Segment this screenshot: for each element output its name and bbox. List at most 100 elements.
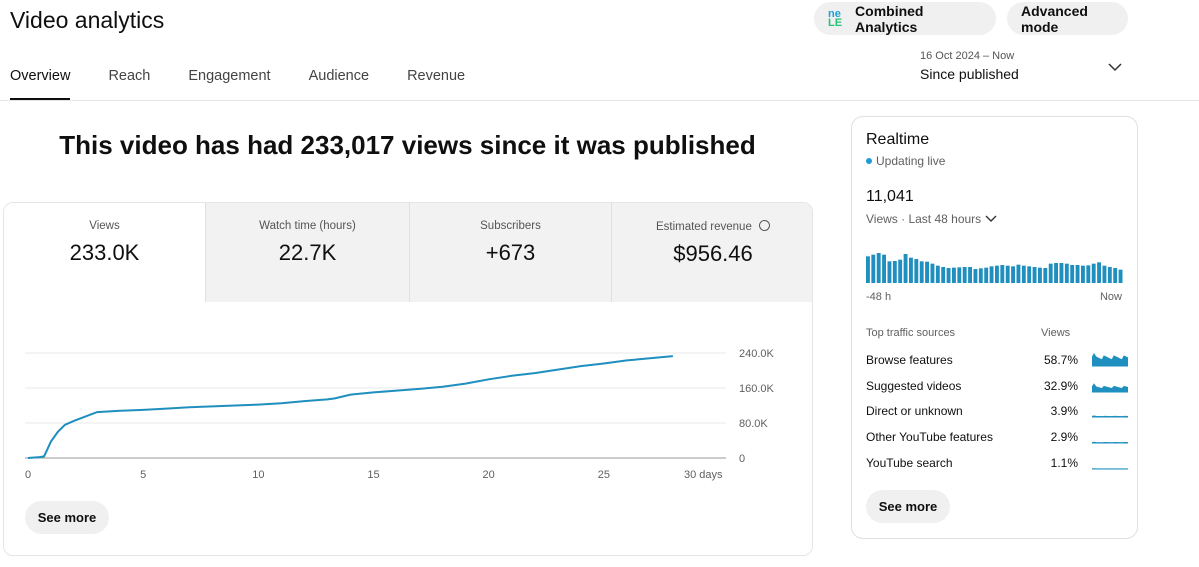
y-tick-label: 0 (739, 453, 745, 465)
metric-estimated-revenue[interactable]: Estimated revenue $956.46 (612, 203, 812, 302)
combined-analytics-button[interactable]: ne LE Combined Analytics (814, 2, 996, 35)
traffic-pct: 58.7% (1043, 353, 1078, 367)
live-status: Updating live (866, 154, 945, 168)
x-tick-label: 5 (140, 469, 146, 481)
traffic-sparkline (1092, 441, 1128, 444)
traffic-title: Top traffic sources (866, 327, 956, 339)
realtime-bar-chart (866, 253, 1123, 283)
views-line-chart: 0 80.0K 160.0K 240.0K 0 5 10 15 20 25 30 days (25, 348, 775, 481)
traffic-row: Direct or unknown 3.9% (866, 404, 1128, 420)
realtime-bar (866, 256, 870, 283)
realtime-bar (930, 263, 935, 283)
realtime-see-more-button[interactable]: See more (866, 490, 950, 523)
period-label: Since published (920, 66, 1019, 82)
y-tick-label: 80.0K (739, 418, 768, 430)
realtime-card: Realtime Updating live 11,041 Views · La… (851, 116, 1138, 539)
metric-label: Views (89, 220, 120, 232)
tab-revenue[interactable]: Revenue (407, 68, 466, 84)
realtime-bar (1086, 265, 1091, 283)
metric-label: Estimated revenue (655, 221, 752, 233)
traffic-sparkline (1092, 353, 1128, 367)
realtime-bar (962, 267, 967, 283)
realtime-bar (903, 254, 908, 283)
realtime-bar (1027, 266, 1032, 283)
metric-views[interactable]: Views 233.0K (4, 203, 206, 302)
date-range: 16 Oct 2024 – Now (920, 50, 1015, 62)
realtime-bar (989, 266, 994, 283)
realtime-bar (957, 267, 962, 283)
divider (0, 100, 1199, 101)
tab-engagement[interactable]: Engagement (188, 68, 271, 84)
realtime-bar (1054, 263, 1058, 283)
realtime-bar (1011, 266, 1015, 283)
realtime-bar (1107, 267, 1112, 283)
realtime-bar (898, 259, 903, 283)
realtime-bar (978, 268, 983, 283)
chevron-down-icon (1108, 63, 1122, 72)
realtime-bar (1075, 265, 1080, 283)
traffic-row: Other YouTube features 2.9% (866, 430, 1128, 446)
traffic-row: YouTube search 1.1% (866, 456, 1128, 472)
realtime-period-dropdown[interactable]: Views · Last 48 hours (866, 212, 997, 226)
realtime-bar (1038, 267, 1042, 283)
metric-value: 233.0K (69, 240, 140, 265)
realtime-bar (1118, 269, 1123, 283)
realtime-bar (887, 261, 892, 283)
date-range-selector[interactable]: 16 Oct 2024 – Now Since published (920, 50, 1130, 90)
traffic-source: Direct or unknown (866, 404, 963, 419)
realtime-bar (1032, 267, 1037, 283)
realtime-bar (925, 261, 929, 283)
realtime-bar (935, 265, 940, 283)
realtime-bar (941, 267, 946, 283)
realtime-bar (909, 257, 913, 283)
traffic-source: Browse features (866, 353, 953, 367)
realtime-bar (1113, 268, 1118, 283)
tab-overview[interactable]: Overview (10, 68, 71, 100)
traffic-sparkline (1092, 382, 1128, 393)
realtime-bar (876, 253, 881, 283)
traffic-pct: 3.9% (1050, 404, 1078, 419)
headline: This video has had 233,017 views since i… (59, 130, 756, 160)
metric-subscribers[interactable]: Subscribers +673 (410, 203, 612, 302)
realtime-title: Realtime (866, 131, 930, 148)
info-clock-icon[interactable] (759, 220, 771, 231)
tab-reach[interactable]: Reach (108, 68, 151, 84)
x-tick-label: 10 (252, 469, 264, 481)
y-tick-label: 240.0K (739, 348, 775, 360)
realtime-bar (1005, 265, 1010, 283)
tab-bar: Overview Reach Engagement Audience Reven… (10, 68, 503, 100)
metric-label: Watch time (hours) (259, 220, 356, 232)
chevron-down-icon (985, 215, 997, 222)
realtime-bar (995, 265, 999, 283)
traffic-pct: 32.9% (1043, 378, 1078, 393)
overview-card: Views 233.0K Watch time (hours) 22.7K Subs… (3, 202, 813, 556)
realtime-bar (1048, 263, 1053, 283)
realtime-bar (1091, 263, 1096, 283)
see-more-button[interactable]: See more (25, 501, 109, 534)
traffic-sparkline (1092, 415, 1128, 418)
metric-label: Subscribers (480, 220, 541, 232)
advanced-mode-button[interactable]: Advanced mode (1007, 2, 1128, 35)
realtime-bar (1081, 265, 1085, 283)
metric-value: $956.46 (673, 241, 753, 266)
realtime-bar (952, 267, 956, 283)
traffic-row: Suggested videos 32.9% (866, 379, 1128, 395)
start-label: -48 h (866, 291, 892, 303)
realtime-bar (1016, 264, 1021, 283)
metric-watch-time[interactable]: Watch time (hours) 22.7K (206, 203, 410, 302)
realtime-bar (882, 254, 886, 283)
traffic-pct: 2.9% (1050, 430, 1078, 445)
traffic-sparkline (1092, 468, 1128, 470)
x-tick-label: 0 (25, 469, 31, 481)
realtime-bar (1070, 265, 1075, 283)
realtime-bar (968, 267, 972, 283)
nexlev-logo-icon: ne LE (828, 7, 843, 29)
tab-audience[interactable]: Audience (308, 68, 370, 84)
realtime-bar (946, 268, 951, 283)
live-dot-icon (866, 158, 872, 164)
traffic-source: Other YouTube features (866, 430, 993, 445)
views-series-line (27, 355, 673, 459)
traffic-source: YouTube search (866, 455, 953, 470)
realtime-bar (871, 254, 876, 283)
realtime-bar (1043, 268, 1048, 283)
